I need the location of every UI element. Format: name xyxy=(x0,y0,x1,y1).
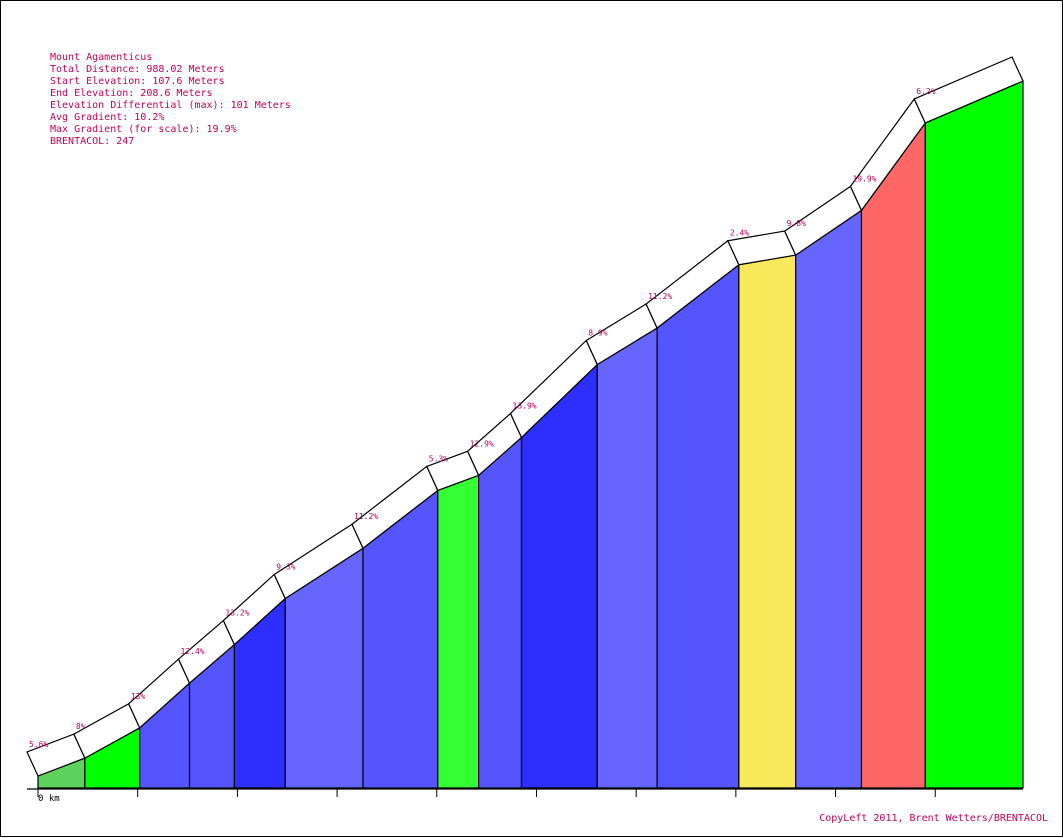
elevation-differential: Elevation Differential (max): 101 Meters xyxy=(50,100,291,111)
segment-gradient-label: 13.9% xyxy=(513,401,537,410)
x-axis-origin-label: 0 km xyxy=(38,794,60,804)
max-gradient: Max Gradient (for scale): 19.9% xyxy=(50,124,237,135)
gradient-segment-area xyxy=(795,209,863,789)
segment-gradient-label: 5.6% xyxy=(29,740,48,749)
segment-gradient-label: 2.4% xyxy=(730,229,749,238)
gradient-segment-area xyxy=(596,326,658,789)
segment-gradient-label: 12.4% xyxy=(181,647,205,656)
segment-gradient-label: 9.3% xyxy=(276,562,295,571)
profile-summary: Mount Agamenticus Total Distance: 988.02… xyxy=(50,52,291,148)
gradient-segment-area xyxy=(437,474,480,789)
segment-gradient-label: 12.9% xyxy=(470,439,494,448)
segment-gradient-label: 13% xyxy=(131,692,146,701)
segment-gradient-label: 5.3% xyxy=(429,454,448,463)
segment-gradient-label: 6.2% xyxy=(916,87,935,96)
gradient-segment-area xyxy=(656,263,740,789)
gradient-segment-area xyxy=(738,254,797,789)
total-distance: Total Distance: 988.02 Meters xyxy=(50,64,225,75)
gradient-segment-area xyxy=(520,363,598,789)
avg-gradient: Avg Gradient: 10.2% xyxy=(50,112,165,123)
segment-gradient-label: 19.9% xyxy=(852,174,876,183)
segment-top-band xyxy=(913,56,1024,124)
segment-gradient-label: 11.2% xyxy=(354,512,378,521)
copyleft-credit: CopyLeft 2011, Brent Wetters/BRENTACOL xyxy=(819,813,1048,824)
segment-gradient-label: 8% xyxy=(76,722,86,731)
start-elevation: Start Elevation: 107.6 Meters xyxy=(50,76,225,87)
profile-title: Mount Agamenticus xyxy=(50,52,153,63)
gradient-segment-area xyxy=(924,80,1024,789)
segment-gradient-label: 8.9% xyxy=(588,329,607,338)
gradient-segment-area xyxy=(860,121,926,789)
segment-gradient-label: 11.2% xyxy=(648,292,672,301)
segment-gradient-label: 13.2% xyxy=(225,609,249,618)
segment-gradient-label: 9.8% xyxy=(787,219,806,228)
end-elevation: End Elevation: 208.6 Meters xyxy=(50,88,213,99)
brentacol-score: BRENTACOL: 247 xyxy=(50,136,135,147)
gradient-segment-area xyxy=(478,436,523,789)
